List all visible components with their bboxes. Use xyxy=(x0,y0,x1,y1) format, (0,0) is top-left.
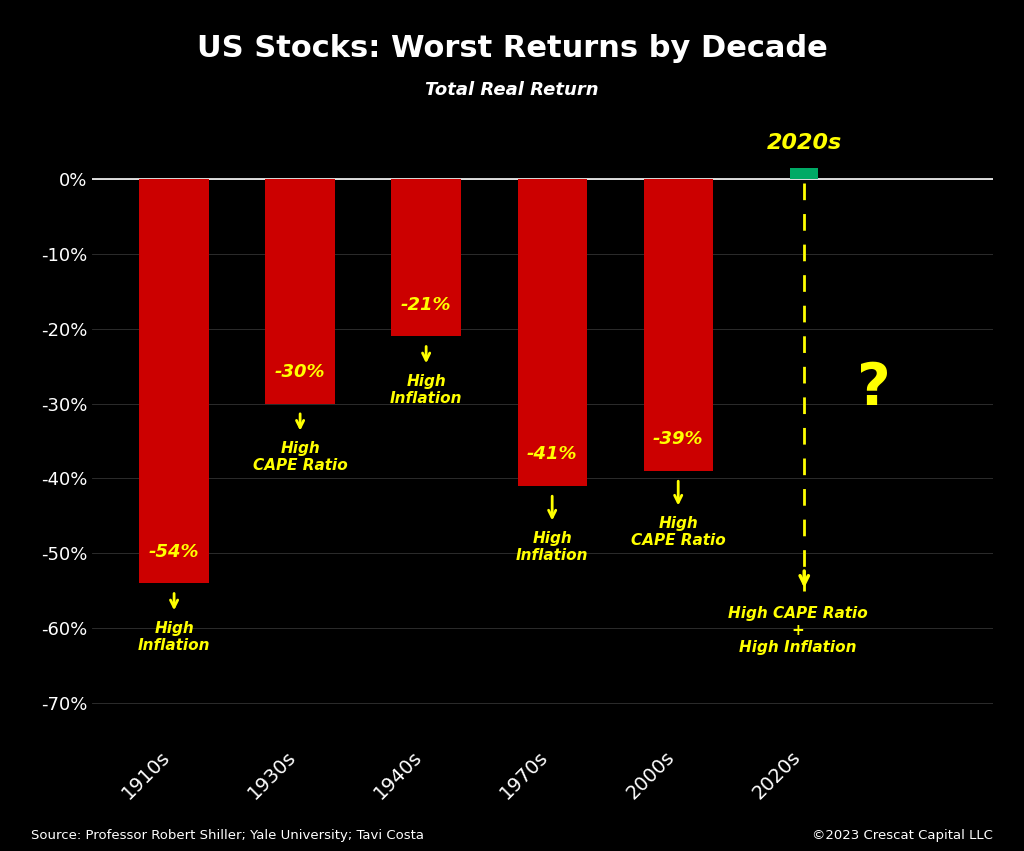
Text: Source: Professor Robert Shiller; Yale University; Tavi Costa: Source: Professor Robert Shiller; Yale U… xyxy=(31,830,424,842)
Text: -21%: -21% xyxy=(400,296,452,314)
Text: -54%: -54% xyxy=(148,543,200,561)
Text: -41%: -41% xyxy=(527,445,578,464)
Bar xyxy=(791,168,818,179)
Bar xyxy=(265,179,335,403)
Text: High CAPE Ratio
+
High Inflation: High CAPE Ratio + High Inflation xyxy=(728,606,867,655)
Text: High
CAPE Ratio: High CAPE Ratio xyxy=(631,516,726,548)
Text: -30%: -30% xyxy=(274,363,326,381)
Text: High
Inflation: High Inflation xyxy=(516,531,589,563)
Bar xyxy=(643,179,713,471)
Bar xyxy=(139,179,209,583)
Text: High
Inflation: High Inflation xyxy=(390,374,463,406)
Text: ©2023 Crescat Capital LLC: ©2023 Crescat Capital LLC xyxy=(812,830,993,842)
Text: -39%: -39% xyxy=(653,431,703,448)
Text: High
Inflation: High Inflation xyxy=(138,620,210,653)
Text: US Stocks: Worst Returns by Decade: US Stocks: Worst Returns by Decade xyxy=(197,34,827,63)
Text: Total Real Return: Total Real Return xyxy=(425,81,599,99)
Bar xyxy=(391,179,461,336)
Text: ?: ? xyxy=(857,360,891,417)
Bar xyxy=(517,179,587,486)
Text: 2020s: 2020s xyxy=(767,133,842,153)
Text: High
CAPE Ratio: High CAPE Ratio xyxy=(253,441,347,473)
